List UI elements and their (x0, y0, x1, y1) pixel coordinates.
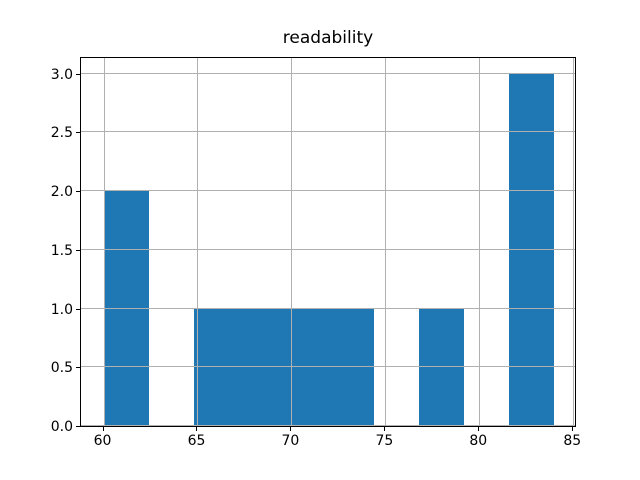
histogram-bar (103, 191, 149, 426)
y-tick-label: 0.0 (50, 419, 73, 435)
y-tick (76, 367, 80, 369)
y-tick (76, 132, 80, 134)
x-gridline (479, 58, 481, 426)
x-tick-label: 85 (563, 433, 582, 449)
y-tick (76, 426, 80, 427)
x-tick (384, 427, 386, 431)
y-tick (76, 191, 80, 193)
y-gridline (81, 366, 575, 368)
x-tick-label: 70 (281, 433, 300, 449)
x-gridline (291, 58, 293, 426)
y-gridline (81, 307, 575, 309)
y-gridline (81, 131, 575, 133)
x-tick (572, 427, 574, 431)
x-gridline (385, 58, 387, 426)
x-tick (290, 427, 292, 431)
chart-title: readability (282, 28, 374, 48)
x-tick (102, 427, 104, 431)
y-tick-label: 1.5 (50, 242, 73, 259)
y-tick-label: 2.0 (50, 184, 73, 201)
y-tick-label: 2.5 (50, 125, 73, 142)
x-tick-label: 75 (375, 433, 394, 449)
y-tick-label: 3.0 (50, 66, 73, 83)
y-tick (76, 73, 80, 75)
x-tick-label: 80 (469, 433, 488, 449)
y-gridline (81, 72, 575, 74)
x-gridline (103, 58, 105, 426)
x-tick-label: 65 (187, 433, 206, 449)
y-tick-label: 1.0 (50, 301, 73, 318)
y-gridline (81, 190, 575, 192)
y-tick (76, 249, 80, 251)
y-tick (76, 308, 80, 310)
x-gridline (197, 58, 199, 426)
histogram-bar (509, 73, 555, 426)
y-tick-label: 0.5 (50, 360, 73, 377)
x-tick-label: 60 (93, 433, 112, 449)
x-tick (196, 427, 198, 431)
x-gridline (573, 58, 575, 426)
y-gridline (81, 248, 575, 250)
plot-area (80, 57, 576, 427)
y-gridline (81, 425, 575, 426)
x-tick (478, 427, 480, 431)
